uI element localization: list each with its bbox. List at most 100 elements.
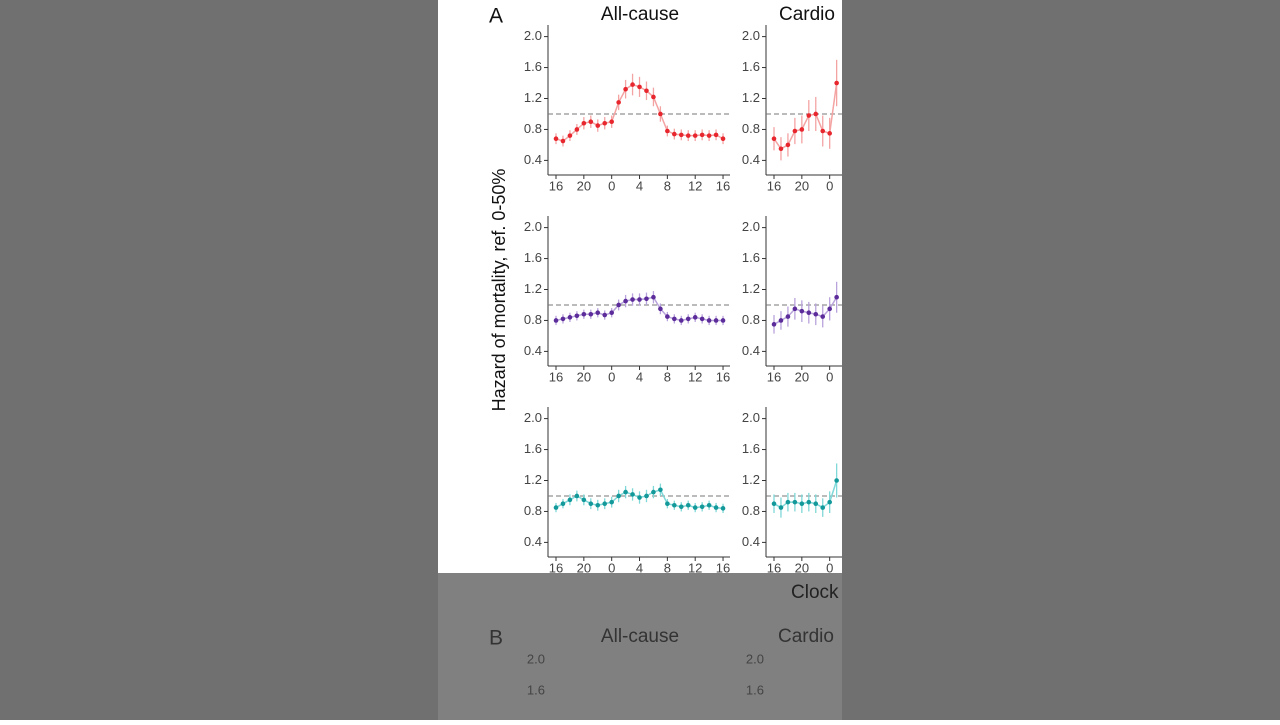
y-tick-label: 0.4 <box>524 152 542 167</box>
point <box>630 297 635 302</box>
y-tick-label: 0.8 <box>524 503 542 518</box>
x-tick-label: 8 <box>664 560 671 575</box>
point <box>553 318 559 323</box>
point <box>630 82 635 87</box>
y-tick-label: 2.0 <box>524 410 542 425</box>
point <box>560 501 566 507</box>
point <box>595 502 601 508</box>
hazard-line <box>773 480 838 509</box>
x-tick-label: 4 <box>636 369 643 384</box>
point <box>672 316 677 322</box>
point <box>630 492 635 497</box>
point <box>785 314 791 319</box>
point <box>785 142 791 148</box>
point <box>609 119 614 125</box>
point <box>560 138 566 144</box>
y-tick-label: 1.6 <box>742 250 760 265</box>
point <box>713 132 719 138</box>
point <box>778 146 784 152</box>
lower-area <box>438 573 842 720</box>
column-title: Cardio <box>778 626 834 647</box>
y-tick-label: 0.8 <box>742 312 760 327</box>
y-tick-label: 0.8 <box>742 503 760 518</box>
point <box>595 123 601 128</box>
y-tick-label: 1.6 <box>524 441 542 456</box>
point <box>834 294 839 300</box>
column-title: All-cause <box>601 4 679 25</box>
point <box>827 131 832 136</box>
point <box>820 128 826 134</box>
point <box>692 505 698 510</box>
point <box>651 489 656 495</box>
point <box>609 310 614 316</box>
y-tick-label: 0.8 <box>742 121 760 136</box>
panel-label: B <box>489 627 503 650</box>
point <box>602 501 608 507</box>
point <box>623 298 628 304</box>
point <box>806 113 812 118</box>
point <box>813 501 819 507</box>
y-tick-label: 2.0 <box>524 219 542 234</box>
x-tick-label: 16 <box>767 178 781 193</box>
y-tick-label: 2.0 <box>742 219 760 234</box>
x-tick-label: 0 <box>826 560 833 575</box>
point <box>665 501 670 507</box>
point <box>602 312 608 318</box>
point <box>692 315 698 320</box>
point <box>834 80 839 86</box>
point <box>706 133 712 138</box>
x-tick-label: 20 <box>577 369 591 384</box>
y-tick-label: 1.2 <box>524 90 542 105</box>
x-tick-label: 16 <box>767 560 781 575</box>
x-tick-label: 0 <box>608 369 615 384</box>
x-tick-label: 16 <box>716 178 730 193</box>
point <box>602 120 608 126</box>
point <box>778 318 784 323</box>
point <box>595 310 601 316</box>
point <box>720 318 726 323</box>
x-tick-label: 0 <box>608 178 615 193</box>
hazard-line <box>773 82 838 150</box>
point <box>665 128 670 134</box>
point <box>644 88 649 94</box>
point <box>827 306 832 312</box>
point <box>672 131 677 137</box>
point <box>567 315 573 320</box>
point <box>588 311 594 317</box>
y-tick-label: 2.0 <box>742 410 760 425</box>
x-tick-label: 16 <box>549 178 563 193</box>
x-tick-label: 0 <box>826 178 833 193</box>
x-tick-label: 0 <box>608 560 615 575</box>
point <box>720 136 726 142</box>
plots: 0.4 0.8 1.2 1.6 2.0 16 20 0 4 8 12 16 0.4 0.8 1.2 1.6 2.… <box>524 25 842 575</box>
point <box>806 499 812 505</box>
x-tick-label: 16 <box>549 560 563 575</box>
point <box>799 127 805 132</box>
point <box>713 505 719 510</box>
point <box>665 314 670 319</box>
point <box>651 294 656 300</box>
y-tick-label: 1.2 <box>742 281 760 296</box>
point <box>560 316 566 322</box>
x-tick-label: 20 <box>577 178 591 193</box>
point <box>820 314 826 319</box>
y-tick-label: 0.8 <box>524 312 542 327</box>
x-tick-label: 12 <box>688 178 702 193</box>
x-tick-label: 16 <box>716 560 730 575</box>
y-tick-label: 0.4 <box>742 534 760 549</box>
column-title: All-cause <box>601 626 679 647</box>
point <box>778 505 784 510</box>
x-axis-label: Clock <box>791 582 839 603</box>
y-tick-label: 0.8 <box>524 121 542 136</box>
point <box>827 499 832 505</box>
point <box>623 86 628 92</box>
y-tick-label: 1.2 <box>524 281 542 296</box>
point <box>574 127 580 132</box>
y-tick-label: 1.2 <box>742 90 760 105</box>
point <box>574 493 580 499</box>
x-tick-label: 20 <box>795 369 809 384</box>
y-tick-label: 1.6 <box>742 441 760 456</box>
point <box>567 497 573 503</box>
point <box>792 499 798 505</box>
